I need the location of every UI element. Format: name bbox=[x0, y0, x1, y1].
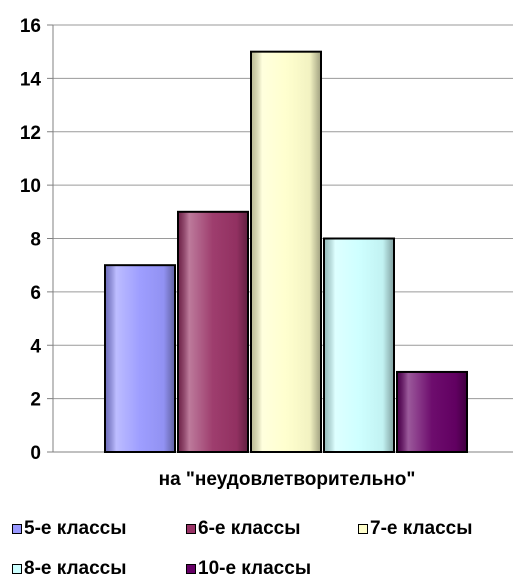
legend-swatch-5 bbox=[12, 524, 22, 534]
bar-shading-1 bbox=[106, 266, 174, 451]
legend-item-8: 8-е классы bbox=[12, 558, 126, 580]
y-tick-label: 0 bbox=[30, 443, 41, 464]
bar-shading-5 bbox=[398, 372, 466, 451]
y-tick-label: 10 bbox=[20, 176, 41, 197]
y-tick-label: 12 bbox=[20, 123, 41, 144]
legend-swatch-10 bbox=[186, 564, 196, 574]
legend-item-6: 6-е классы bbox=[186, 518, 300, 540]
legend-swatch-6 bbox=[186, 524, 196, 534]
bar-shading-4 bbox=[325, 239, 393, 451]
legend-label-5: 5-е классы bbox=[24, 518, 127, 539]
legend-label-7: 7-е классы bbox=[370, 518, 473, 539]
bar-shading-2 bbox=[179, 212, 247, 451]
y-tick-label: 6 bbox=[30, 283, 41, 304]
legend-label-10: 10-е классы bbox=[198, 558, 312, 579]
y-tick-label: 14 bbox=[20, 69, 42, 90]
y-tick-labels: 0 2 4 6 8 10 12 14 16 bbox=[20, 16, 42, 464]
y-tick-label: 8 bbox=[30, 230, 41, 251]
bars bbox=[104, 50, 468, 453]
legend-label-6: 6-е классы bbox=[198, 518, 301, 539]
y-tick-label: 2 bbox=[30, 390, 41, 411]
y-tick-label: 4 bbox=[30, 336, 41, 357]
legend-item-5: 5-е классы bbox=[12, 518, 126, 540]
x-category-label: на "неудовлетворительно" bbox=[159, 469, 416, 490]
legend-item-7: 7-е классы bbox=[358, 518, 472, 540]
bar-shading-3 bbox=[252, 52, 320, 451]
y-tick-label: 16 bbox=[20, 16, 41, 37]
legend-swatch-7 bbox=[358, 524, 368, 534]
chart-plot: 0 2 4 6 8 10 12 14 16 на "неудовлетворительно" bbox=[20, 16, 513, 490]
legend-swatch-8 bbox=[12, 564, 22, 574]
legend-item-10: 10-е классы bbox=[186, 558, 311, 580]
legend-label-8: 8-е классы bbox=[24, 558, 127, 579]
